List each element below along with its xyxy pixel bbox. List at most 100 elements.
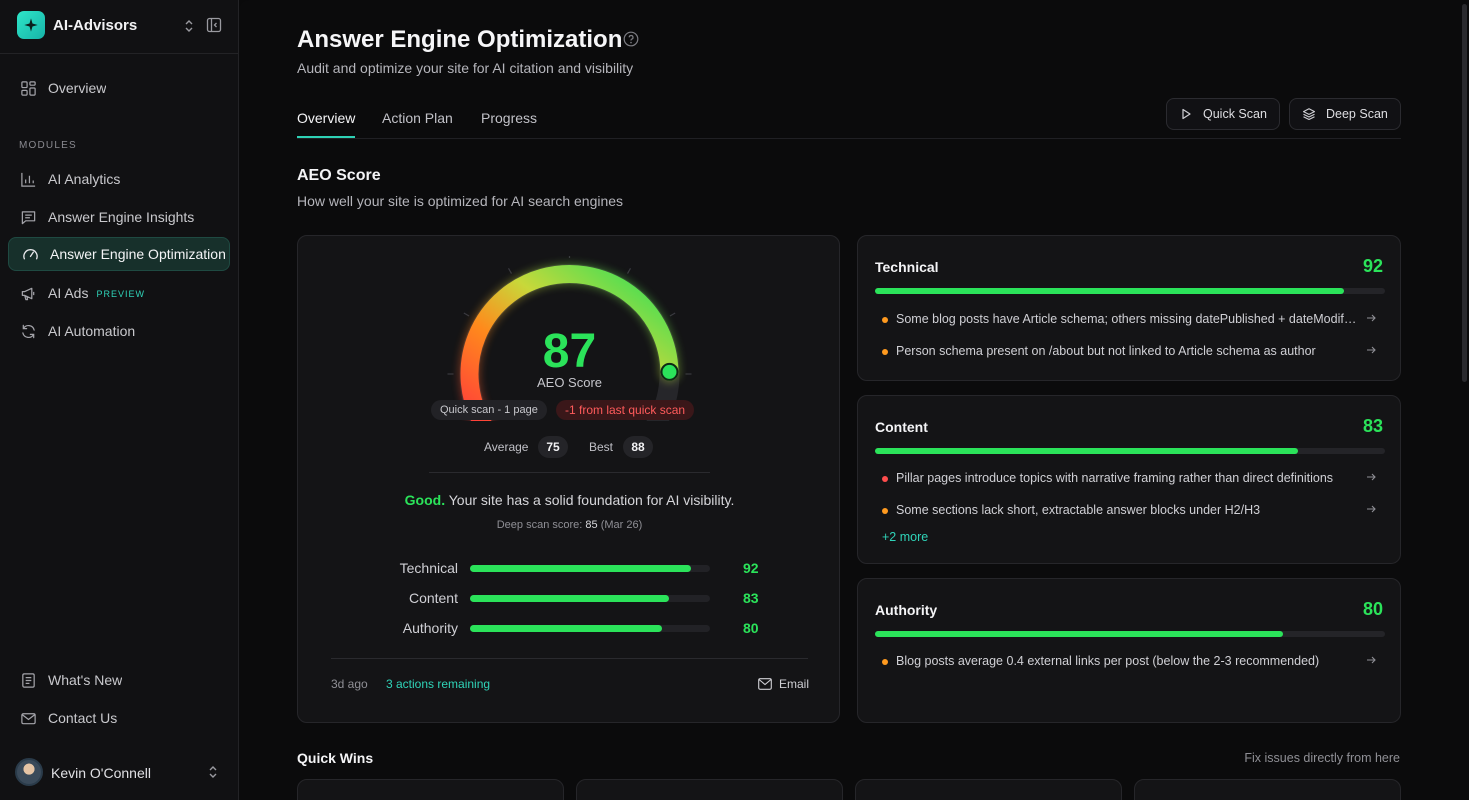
score-delta-badge: -1 from last quick scan: [556, 400, 695, 420]
warning-dot-icon: [882, 659, 888, 665]
issue-item[interactable]: Some blog posts have Article schema; oth…: [882, 311, 1377, 329]
tab-action-plan[interactable]: Action Plan: [382, 110, 453, 126]
best-label: Best: [589, 440, 614, 454]
divider: [331, 658, 808, 659]
quick-wins-subtitle: Fix issues directly from here: [1244, 751, 1400, 765]
breakdown-row-content: Content 83: [338, 588, 778, 608]
scan-type-badge: Quick scan - 1 page: [431, 400, 547, 420]
tab-progress[interactable]: Progress: [481, 110, 538, 126]
email-button[interactable]: Email: [758, 677, 809, 691]
best-value: 88: [623, 436, 653, 458]
aeo-section-subtitle: How well your site is optimized for AI s…: [297, 193, 624, 209]
breakdown-label: Content: [408, 590, 458, 606]
nav-ai-automation[interactable]: AI Automation: [8, 314, 230, 348]
nav-whats-new-label: What's New: [48, 672, 123, 688]
deep-scan-button[interactable]: Deep Scan: [1289, 98, 1401, 130]
quick-win-card[interactable]: [1134, 779, 1401, 800]
issue-item[interactable]: Person schema present on /about but not …: [882, 343, 1377, 361]
divider: [429, 472, 710, 473]
play-icon: [1182, 108, 1191, 120]
arrow-right-icon: [1367, 473, 1376, 481]
category-title: Content: [875, 419, 928, 435]
category-fill: [875, 631, 1283, 637]
warning-dot-icon: [882, 508, 888, 514]
breakdown-track: [470, 595, 710, 602]
gauge-knob: [660, 362, 679, 381]
chevrons-up-down-icon[interactable]: [182, 17, 196, 35]
email-label: Email: [779, 677, 810, 691]
tab-overview[interactable]: Overview: [297, 110, 356, 138]
arrow-right-icon: [1367, 656, 1376, 664]
breakdown-fill: [470, 565, 691, 572]
average-value: 75: [538, 436, 568, 458]
breakdown-value: 92: [743, 560, 759, 576]
category-title: Technical: [875, 259, 939, 275]
deep-scan-score: Deep scan score: 85 (Mar 26): [298, 519, 841, 531]
aeo-section-title: AEO Score: [297, 167, 381, 184]
category-title: Authority: [875, 602, 938, 618]
breakdown-fill: [470, 625, 662, 632]
page-subtitle: Audit and optimize your site for AI cita…: [297, 60, 634, 76]
arrow-right-icon: [1367, 505, 1376, 513]
issue-item[interactable]: Pillar pages introduce topics with narra…: [882, 470, 1377, 488]
nav-ai-ads[interactable]: AI Ads PREVIEW: [8, 276, 230, 310]
refresh-icon: [22, 324, 35, 338]
breakdown-value: 83: [743, 590, 759, 606]
megaphone-icon: [21, 287, 35, 300]
nav-answer-engine-insights[interactable]: Answer Engine Insights: [8, 200, 230, 234]
nav-overview[interactable]: Overview: [8, 71, 230, 105]
workspace-name: AI-Advisors: [53, 17, 138, 34]
grid-icon: [21, 80, 36, 96]
quick-win-card[interactable]: [576, 779, 843, 800]
category-card-content: Content 83 Pillar pages introduce topics…: [857, 395, 1401, 564]
nav-answer-engine-optimization[interactable]: Answer Engine Optimization: [8, 237, 230, 271]
user-menu[interactable]: Kevin O'Connell: [0, 755, 239, 791]
bar-chart-icon: [21, 172, 36, 187]
collapse-sidebar-icon[interactable]: [206, 17, 222, 33]
nav-contact-us-label: Contact Us: [48, 710, 118, 726]
scrollbar[interactable]: [1462, 4, 1467, 382]
gauge-icon: [23, 248, 38, 259]
arrow-right-icon: [1367, 346, 1376, 354]
category-card-technical: Technical 92 Some blog posts have Articl…: [857, 235, 1401, 381]
page-title: Answer Engine Optimization: [297, 26, 623, 53]
quick-win-card[interactable]: [297, 779, 564, 800]
gauge-tick: [669, 312, 676, 317]
deep-scan-date: (Mar 26): [597, 519, 643, 531]
nav-ai-automation-label: AI Automation: [48, 323, 136, 339]
verdict-text: Good. Your site has a solid foundation f…: [298, 492, 841, 508]
nav-ai-ads-label: AI Ads: [48, 285, 89, 301]
nav-ai-analytics-label: AI Analytics: [48, 171, 121, 187]
nav-ai-analytics[interactable]: AI Analytics: [8, 162, 230, 196]
quick-win-card[interactable]: [855, 779, 1122, 800]
nav-whats-new[interactable]: What's New: [8, 663, 230, 697]
warning-dot-icon: [882, 317, 888, 323]
category-card-authority: Authority 80 Blog posts average 0.4 exte…: [857, 578, 1401, 723]
message-square-icon: [21, 210, 36, 224]
tab-bar: Overview Action Plan Progress: [297, 98, 1401, 139]
avatar: [15, 758, 43, 786]
last-scan-time: 3d ago: [331, 677, 368, 691]
sparkle-logo-icon: [17, 11, 45, 39]
show-more-issues-link[interactable]: +2 more: [882, 530, 929, 544]
issue-item[interactable]: Some sections lack short, extractable an…: [882, 502, 1377, 520]
gauge-ticks: [447, 256, 692, 375]
category-score: 80: [1362, 599, 1383, 619]
issue-item[interactable]: Blog posts average 0.4 external links pe…: [882, 653, 1377, 671]
category-fill: [875, 288, 1345, 294]
layers-icon: [1302, 108, 1316, 121]
help-circle-icon[interactable]: [623, 31, 639, 47]
chevrons-up-down-icon[interactable]: [206, 763, 220, 781]
main-content: Answer Engine Optimization Audit and opt…: [239, 0, 1469, 800]
mail-icon: [758, 678, 772, 690]
nav-contact-us[interactable]: Contact Us: [8, 701, 230, 735]
category-track: [875, 631, 1385, 637]
aeo-score-value: 87: [542, 325, 597, 378]
workspace-switcher[interactable]: AI-Advisors: [0, 0, 239, 54]
actions-remaining-link[interactable]: 3 actions remaining: [386, 677, 491, 691]
breakdown-label: Authority: [402, 620, 458, 636]
quick-scan-button[interactable]: Quick Scan: [1166, 98, 1280, 130]
breakdown-row-authority: Authority 80: [338, 618, 778, 638]
category-track: [875, 448, 1385, 454]
breakdown-label: Technical: [399, 560, 458, 576]
